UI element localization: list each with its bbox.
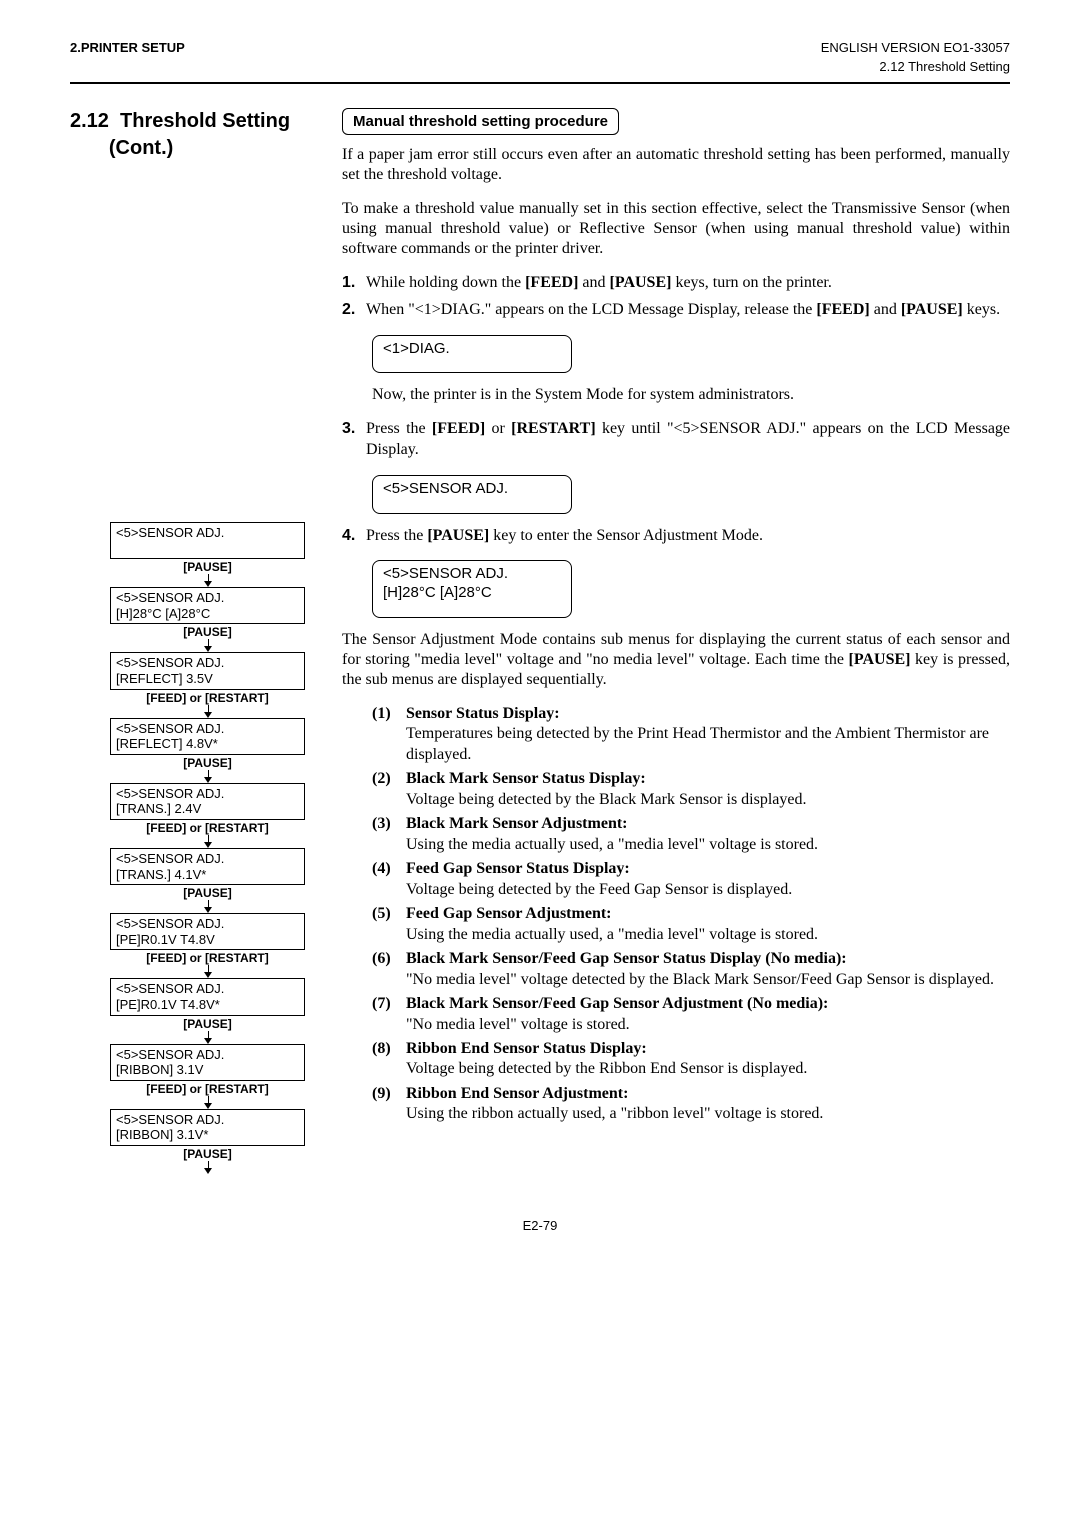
lcd-display-1: <1>DIAG. <box>372 335 572 374</box>
flow-box-6: <5>SENSOR ADJ.[TRANS.] 4.1V* <box>110 848 305 885</box>
header-sub: 2.12 Threshold Setting <box>70 59 1010 74</box>
submenu-2: (2)Black Mark Sensor Status Display:Volt… <box>372 769 1010 810</box>
arrow-icon <box>110 901 305 913</box>
left-column: 2.12 Threshold Setting (Cont.) <5>SENSOR… <box>70 108 320 1174</box>
arrow-icon <box>110 640 305 652</box>
lcd-display-2: <5>SENSOR ADJ. <box>372 475 572 514</box>
submenu-9: (9)Ribbon End Sensor Adjustment:Using th… <box>372 1084 1010 1125</box>
submenu-1: (1)Sensor Status Display:Temperatures be… <box>372 704 1010 765</box>
intro-para-2: To make a threshold value manually set i… <box>342 199 1010 259</box>
arrow-icon <box>110 836 305 848</box>
step-4: 4. Press the [PAUSE] key to enter the Se… <box>342 526 1010 547</box>
page-number: E2-79 <box>70 1218 1010 1233</box>
page-header: 2.PRINTER SETUP ENGLISH VERSION EO1-3305… <box>70 40 1010 55</box>
arrow-icon <box>110 771 305 783</box>
sensor-mode-para: The Sensor Adjustment Mode contains sub … <box>342 630 1010 690</box>
arrow-icon <box>110 1097 305 1109</box>
flow-key-5: [FEED] or [RESTART] <box>110 821 305 835</box>
numbered-steps: 1. While holding down the [FEED] and [PA… <box>342 273 1010 321</box>
lcd-display-3: <5>SENSOR ADJ. [H]28°C [A]28°C <box>372 560 572 618</box>
arrow-icon <box>110 706 305 718</box>
step-2: 2. When "<1>DIAG." appears on the LCD Me… <box>342 300 1010 321</box>
flow-box-5: <5>SENSOR ADJ.[TRANS.] 2.4V <box>110 783 305 820</box>
intro-para-1: If a paper jam error still occurs even a… <box>342 145 1010 185</box>
arrow-icon <box>110 1162 305 1174</box>
submenu-list: (1)Sensor Status Display:Temperatures be… <box>372 704 1010 1125</box>
submenu-8: (8)Ribbon End Sensor Status Display:Volt… <box>372 1039 1010 1080</box>
arrow-icon <box>110 575 305 587</box>
step-1: 1. While holding down the [FEED] and [PA… <box>342 273 1010 294</box>
submenu-7: (7)Black Mark Sensor/Feed Gap Sensor Adj… <box>372 994 1010 1035</box>
flow-key-2: [PAUSE] <box>110 625 305 639</box>
flow-box-7: <5>SENSOR ADJ.[PE]R0.1V T4.8V <box>110 913 305 950</box>
flow-key-3: [FEED] or [RESTART] <box>110 691 305 705</box>
flow-key-4: [PAUSE] <box>110 756 305 770</box>
after-lcd-1: Now, the printer is in the System Mode f… <box>372 385 1010 405</box>
numbered-steps-cont2: 4. Press the [PAUSE] key to enter the Se… <box>342 526 1010 547</box>
submenu-4: (4)Feed Gap Sensor Status Display:Voltag… <box>372 859 1010 900</box>
flowchart: <5>SENSOR ADJ. [PAUSE] <5>SENSOR ADJ.[H]… <box>110 522 305 1174</box>
section-number: 2.12 <box>70 110 109 132</box>
flow-box-10: <5>SENSOR ADJ.[RIBBON] 3.1V* <box>110 1109 305 1146</box>
header-right: ENGLISH VERSION EO1-33057 <box>821 40 1010 55</box>
flow-key-9: [FEED] or [RESTART] <box>110 1082 305 1096</box>
flow-box-2: <5>SENSOR ADJ.[H]28°C [A]28°C <box>110 587 305 624</box>
flow-box-9: <5>SENSOR ADJ.[RIBBON] 3.1V <box>110 1044 305 1081</box>
flow-key-8: [PAUSE] <box>110 1017 305 1031</box>
flow-box-3: <5>SENSOR ADJ.[REFLECT] 3.5V <box>110 652 305 689</box>
submenu-6: (6)Black Mark Sensor/Feed Gap Sensor Sta… <box>372 949 1010 990</box>
flow-key-1: [PAUSE] <box>110 560 305 574</box>
submenu-5: (5)Feed Gap Sensor Adjustment:Using the … <box>372 904 1010 945</box>
flow-key-10: [PAUSE] <box>110 1147 305 1161</box>
step-3: 3. Press the [FEED] or [RESTART] key unt… <box>342 419 1010 461</box>
section-title: 2.12 Threshold Setting (Cont.) <box>70 108 320 162</box>
flow-box-8: <5>SENSOR ADJ.[PE]R0.1V T4.8V* <box>110 978 305 1015</box>
procedure-title-box: Manual threshold setting procedure <box>342 108 619 135</box>
arrow-icon <box>110 966 305 978</box>
right-column: Manual threshold setting procedure If a … <box>342 108 1010 1129</box>
submenu-3: (3)Black Mark Sensor Adjustment:Using th… <box>372 814 1010 855</box>
flow-box-1: <5>SENSOR ADJ. <box>110 522 305 559</box>
numbered-steps-cont: 3. Press the [FEED] or [RESTART] key unt… <box>342 419 1010 461</box>
flow-key-6: [PAUSE] <box>110 886 305 900</box>
arrow-icon <box>110 1032 305 1044</box>
header-divider <box>70 82 1010 84</box>
flow-box-4: <5>SENSOR ADJ.[REFLECT] 4.8V* <box>110 718 305 755</box>
flow-key-7: [FEED] or [RESTART] <box>110 951 305 965</box>
header-left: 2.PRINTER SETUP <box>70 40 185 55</box>
